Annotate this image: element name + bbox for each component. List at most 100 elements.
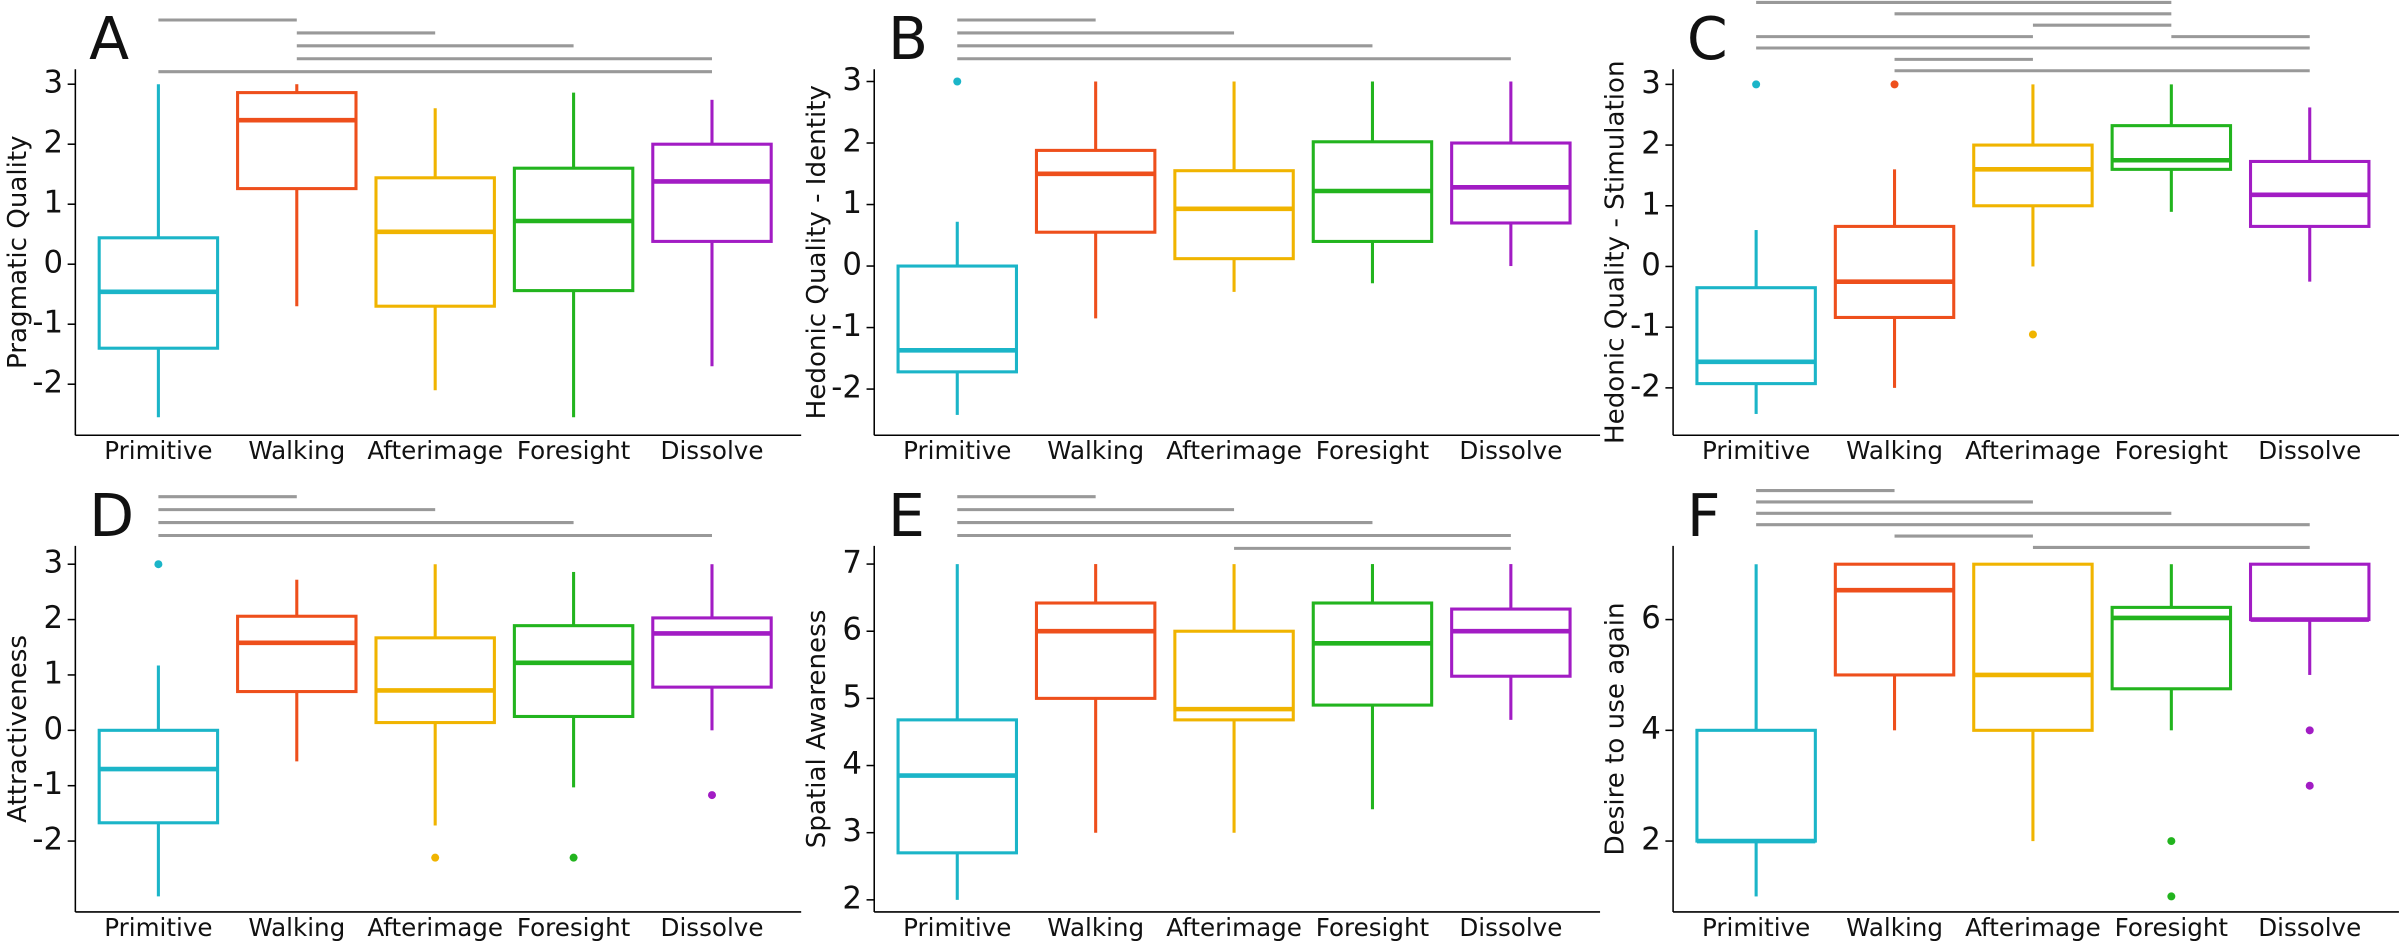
box — [1833, 562, 1956, 677]
y-tick-label: 2 — [1641, 126, 1661, 162]
panel-label: B — [888, 5, 928, 73]
box — [651, 616, 773, 689]
x-tick-label: Dissolve — [1459, 436, 1562, 465]
outlier — [431, 853, 440, 862]
y-tick-label: 0 — [1641, 247, 1661, 283]
outlier — [569, 853, 578, 862]
x-tick-label: Walking — [248, 913, 345, 942]
y-tick-label: 4 — [1641, 711, 1661, 747]
x-tick-label: Afterimage — [1166, 913, 1302, 942]
box — [1173, 629, 1295, 722]
x-tick-label: Foresight — [517, 913, 631, 942]
y-axis-label: Hedonic Quality - Stimulation — [1601, 60, 1631, 444]
y-axis-label: Hedonic Quality - Identity — [802, 85, 832, 419]
x-tick-label: Primitive — [104, 913, 212, 942]
x-tick-label: Foresight — [517, 436, 631, 465]
x-tick-label: Foresight — [1316, 913, 1430, 942]
outlier — [953, 77, 962, 86]
x-tick-label: Walking — [1047, 913, 1144, 942]
y-tick-label: -2 — [32, 822, 63, 858]
y-tick-label: -1 — [831, 308, 862, 344]
x-tick-label: Afterimage — [1965, 913, 2101, 942]
y-tick-label: -1 — [32, 305, 63, 341]
x-tick-label: Walking — [248, 436, 345, 465]
box — [1311, 601, 1434, 707]
outlier — [2167, 837, 2176, 846]
box — [512, 166, 635, 293]
y-tick-label: 4 — [842, 746, 862, 782]
box — [236, 91, 358, 191]
y-tick-label: 3 — [1641, 65, 1661, 101]
box — [1972, 143, 2094, 208]
y-tick-label: 0 — [842, 247, 862, 283]
y-tick-label: 1 — [1641, 186, 1661, 222]
panel-label: E — [888, 482, 925, 550]
x-tick-label: Dissolve — [2258, 913, 2361, 942]
y-tick-label: 2 — [43, 125, 63, 161]
y-axis-label: Desire to use again — [1601, 602, 1631, 855]
y-tick-label: 3 — [43, 65, 63, 101]
y-tick-label: 1 — [43, 185, 63, 221]
x-tick-label: Dissolve — [661, 913, 764, 942]
x-tick-label: Dissolve — [1459, 913, 1562, 942]
x-tick-label: Primitive — [1702, 913, 1810, 942]
box — [1833, 224, 1956, 319]
box — [1034, 148, 1157, 234]
outlier — [2305, 781, 2314, 790]
x-tick-label: Afterimage — [1965, 436, 2101, 465]
panel-label: F — [1687, 482, 1721, 550]
x-tick-label: Dissolve — [661, 436, 764, 465]
x-tick-label: Foresight — [2115, 436, 2229, 465]
panel-label: D — [89, 482, 134, 550]
x-tick-label: Primitive — [104, 436, 212, 465]
y-axis-label: Spatial Awareness — [802, 610, 832, 849]
y-tick-label: 0 — [43, 711, 63, 747]
y-tick-label: 6 — [842, 612, 862, 648]
outlier — [2028, 330, 2037, 339]
x-tick-label: Walking — [1846, 913, 1943, 942]
y-tick-label: 3 — [43, 545, 63, 581]
y-tick-label: 2 — [43, 600, 63, 636]
y-tick-label: 3 — [842, 813, 862, 849]
box — [896, 718, 1019, 855]
y-axis-label: Pragmatic Quality — [3, 135, 33, 369]
x-tick-label: Primitive — [903, 913, 1011, 942]
box — [1173, 169, 1295, 261]
box — [374, 636, 496, 725]
box — [2248, 562, 2371, 622]
y-tick-label: 0 — [43, 245, 63, 281]
box — [2110, 605, 2233, 691]
panel-label: C — [1687, 5, 1728, 73]
x-tick-label: Foresight — [1316, 436, 1430, 465]
x-tick-label: Primitive — [903, 436, 1011, 465]
y-tick-label: -1 — [1630, 308, 1661, 344]
outlier — [1752, 80, 1761, 89]
box — [651, 142, 773, 243]
y-axis-label: Attractiveness — [3, 635, 33, 823]
x-tick-label: Foresight — [2115, 913, 2229, 942]
box — [97, 728, 220, 825]
y-tick-label: 5 — [842, 679, 862, 715]
box — [1695, 286, 1817, 386]
x-tick-label: Walking — [1047, 436, 1144, 465]
y-tick-label: -1 — [32, 766, 63, 802]
x-tick-label: Primitive — [1702, 436, 1810, 465]
y-tick-label: 7 — [842, 545, 862, 581]
y-tick-label: -2 — [32, 365, 63, 401]
y-tick-label: 1 — [842, 185, 862, 221]
box — [2110, 124, 2233, 171]
y-tick-label: 6 — [1641, 600, 1661, 636]
box — [1972, 562, 2094, 732]
x-tick-label: Afterimage — [1166, 436, 1302, 465]
outlier — [1890, 80, 1899, 89]
box — [1450, 607, 1572, 678]
box — [1034, 601, 1157, 700]
x-tick-label: Afterimage — [367, 913, 503, 942]
box — [236, 614, 358, 694]
y-tick-label: -2 — [1630, 368, 1661, 404]
box — [374, 176, 496, 308]
y-tick-label: 2 — [1641, 822, 1661, 858]
y-tick-label: -2 — [831, 370, 862, 406]
